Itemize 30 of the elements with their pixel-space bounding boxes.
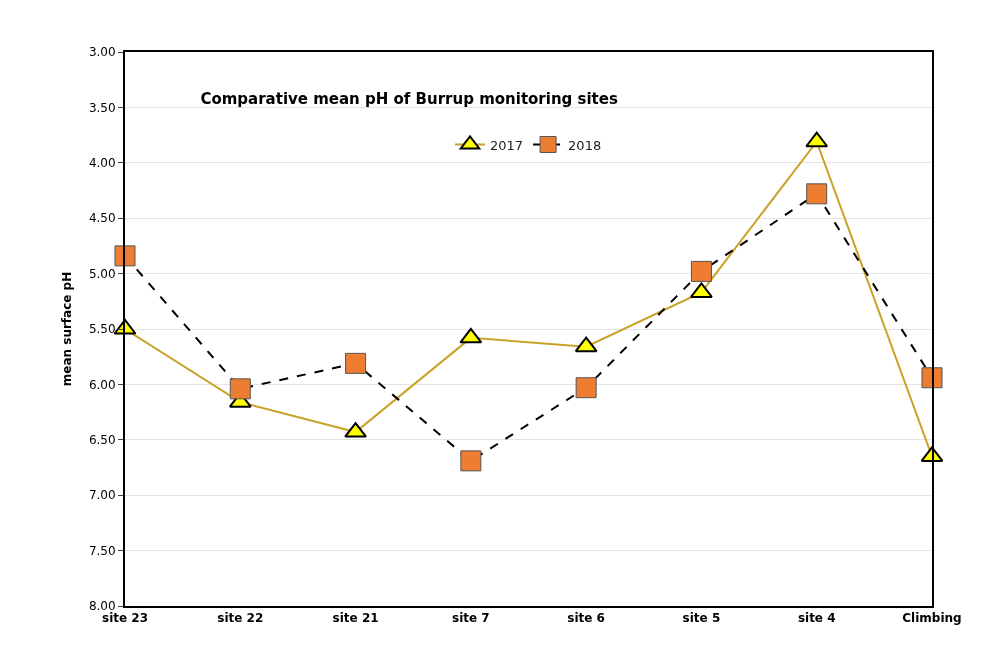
point xyxy=(806,183,828,205)
point xyxy=(460,450,482,472)
x-tick-label: site 22 xyxy=(217,611,264,626)
point xyxy=(229,378,251,400)
y-tick-label: 5.00 xyxy=(88,266,116,281)
y-tick-label: 6.50 xyxy=(88,433,116,447)
x-tick-label: site 21 xyxy=(332,611,379,626)
point xyxy=(921,367,943,389)
x-tick-label: site 5 xyxy=(682,611,721,626)
x-tick-label: site 4 xyxy=(797,611,836,626)
x-tick-label: Climbing xyxy=(902,611,962,626)
point xyxy=(345,352,367,374)
y-tick-label: 4.00 xyxy=(88,156,116,170)
y-tick-label: 4.50 xyxy=(88,211,116,226)
point xyxy=(575,377,597,399)
x-tick-label: site 7 xyxy=(452,611,490,626)
point xyxy=(690,260,712,282)
y-tick-label: 7.00 xyxy=(88,488,116,503)
point xyxy=(114,245,136,267)
text: Comparative mean pH of Burrup monitoring sites xyxy=(200,90,618,109)
x-tick-label: site 6 xyxy=(567,611,605,626)
y-tick-label: 6.00 xyxy=(88,377,116,392)
y-tick-label: 3.50 xyxy=(88,100,116,115)
y-axis-title: mean surface pH xyxy=(59,271,74,387)
y-tick-label: 7.50 xyxy=(88,543,116,558)
y-tick-label: 5.50 xyxy=(88,322,116,337)
x-tick-label: site 23 xyxy=(101,611,149,626)
legend-label: 2017 xyxy=(490,137,524,153)
y-tick-label: 3.00 xyxy=(88,45,116,60)
legend-label: 2018 xyxy=(568,137,602,153)
